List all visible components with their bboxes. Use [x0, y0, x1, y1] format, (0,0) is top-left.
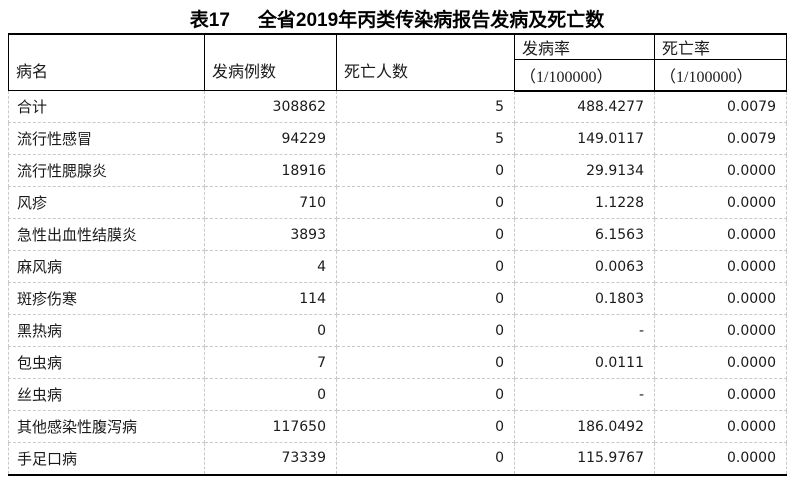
incidence-rate-cell: 488.4277 [514, 90, 655, 123]
table-row: 其他感染性腹泻病 117650 0 186.0492 0.0000 [8, 410, 787, 443]
mortality-rate-cell: 0.0000 [654, 218, 787, 251]
table-number-label: 表17 [189, 9, 230, 31]
disease-name-cell: 风疹 [8, 186, 205, 219]
death-count-cell: 0 [336, 442, 515, 475]
table-title: 表17 全省2019年丙类传染病报告发病及死亡数 [0, 0, 794, 33]
table-row: 丝虫病 0 0-0.0000 [8, 378, 787, 411]
death-count-cell: 0 [336, 186, 515, 219]
table-row: 手足口病 73339 0 115.9767 0.0000 [8, 442, 787, 475]
case-count-cell: 710 [204, 186, 337, 219]
header-death-count: 死亡人数 [336, 33, 515, 91]
death-count-cell: 0 [336, 410, 515, 443]
case-count-cell: 0 [204, 378, 337, 411]
table-row: 流行性腮腺炎 18916 0 29.9134 0.0000 [8, 154, 787, 187]
disease-name-cell: 其他感染性腹泻病 [8, 410, 205, 443]
table-header: 病名 发病例数 死亡人数 发病率 死亡率 （1/100000） （1/10000… [8, 33, 787, 92]
mortality-rate-cell: 0.0000 [654, 282, 787, 315]
case-count-cell: 7 [204, 346, 337, 379]
table-row: 合计 308862 5 488.4277 0.0079 [8, 90, 787, 123]
death-count-cell: 0 [336, 346, 515, 379]
case-count-cell: 73339 [204, 442, 337, 475]
case-count-cell: 4 [204, 250, 337, 283]
table-row: 急性出血性结膜炎 3893 0 6.1563 0.0000 [8, 218, 787, 251]
incidence-rate-cell: 115.9767 [514, 442, 655, 475]
case-count-cell: 0 [204, 314, 337, 347]
disease-name-cell: 包虫病 [8, 346, 205, 379]
header-incidence-rate: 发病率 [514, 33, 655, 60]
header-mortality-rate: 死亡率 [654, 33, 787, 60]
case-count-cell: 114 [204, 282, 337, 315]
case-count-cell: 18916 [204, 154, 337, 187]
disease-name-cell: 流行性感冒 [8, 122, 205, 155]
header-incidence-rate-unit: （1/100000） [514, 59, 655, 92]
incidence-rate-cell: 186.0492 [514, 410, 655, 443]
case-count-cell: 117650 [204, 410, 337, 443]
disease-name-cell: 急性出血性结膜炎 [8, 218, 205, 251]
disease-name-cell: 流行性腮腺炎 [8, 154, 205, 187]
mortality-rate-cell: 0.0000 [654, 442, 787, 475]
table-title-text: 全省2019年丙类传染病报告发病及死亡数 [257, 9, 605, 31]
disease-name-cell: 丝虫病 [8, 378, 205, 411]
death-count-cell: 0 [336, 282, 515, 315]
case-count-cell: 308862 [204, 90, 337, 123]
incidence-rate-cell: 0.0111 [514, 346, 655, 379]
incidence-rate-cell: 0.1803 [514, 282, 655, 315]
mortality-rate-cell: 0.0000 [654, 250, 787, 283]
table-row: 流行性感冒 94229 5 149.0117 0.0079 [8, 122, 787, 155]
mortality-rate-cell: 0.0079 [654, 122, 787, 155]
disease-name-cell: 斑疹伤寒 [8, 282, 205, 315]
mortality-rate-cell: 0.0000 [654, 346, 787, 379]
disease-name-cell: 黑热病 [8, 314, 205, 347]
incidence-rate-cell: 149.0117 [514, 122, 655, 155]
death-count-cell: 5 [336, 122, 515, 155]
mortality-rate-cell: 0.0000 [654, 378, 787, 411]
mortality-rate-cell: 0.0000 [654, 410, 787, 443]
table-row: 包虫病 7 0 0.0111 0.0000 [8, 346, 787, 379]
header-disease-name: 病名 [8, 33, 205, 91]
header-case-count: 发病例数 [204, 33, 337, 91]
table-row: 斑疹伤寒 114 0 0.1803 0.0000 [8, 282, 787, 315]
death-count-cell: 0 [336, 378, 515, 411]
incidence-rate-cell: 6.1563 [514, 218, 655, 251]
table-row: 麻风病 4 0 0.0063 0.0000 [8, 250, 787, 283]
death-count-cell: 0 [336, 218, 515, 251]
incidence-rate-cell: 0.0063 [514, 250, 655, 283]
case-count-cell: 94229 [204, 122, 337, 155]
table-row: 黑热病 0 0-0.0000 [8, 314, 787, 347]
incidence-rate-cell: 29.9134 [514, 154, 655, 187]
death-count-cell: 5 [336, 90, 515, 123]
table-body: 合计 308862 5 488.4277 0.0079 流行性感冒 94229 5 149.01… [8, 90, 787, 475]
mortality-rate-cell: 0.0000 [654, 154, 787, 187]
mortality-rate-cell: 0.0000 [654, 314, 787, 347]
death-count-cell: 0 [336, 154, 515, 187]
disease-name-cell: 合计 [8, 90, 205, 123]
incidence-rate-cell: 1.1228 [514, 186, 655, 219]
disease-name-cell: 麻风病 [8, 250, 205, 283]
death-count-cell: 0 [336, 250, 515, 283]
header-mortality-rate-unit: （1/100000） [654, 59, 787, 92]
disease-report-table: 病名 发病例数 死亡人数 发病率 死亡率 （1/100000） （1/10000… [8, 33, 787, 476]
table-row: 风疹 710 0 1.1228 0.0000 [8, 186, 787, 219]
incidence-rate-cell: - [514, 378, 655, 411]
disease-name-cell: 手足口病 [8, 442, 205, 475]
mortality-rate-cell: 0.0079 [654, 90, 787, 123]
death-count-cell: 0 [336, 314, 515, 347]
mortality-rate-cell: 0.0000 [654, 186, 787, 219]
case-count-cell: 3893 [204, 218, 337, 251]
incidence-rate-cell: - [514, 314, 655, 347]
